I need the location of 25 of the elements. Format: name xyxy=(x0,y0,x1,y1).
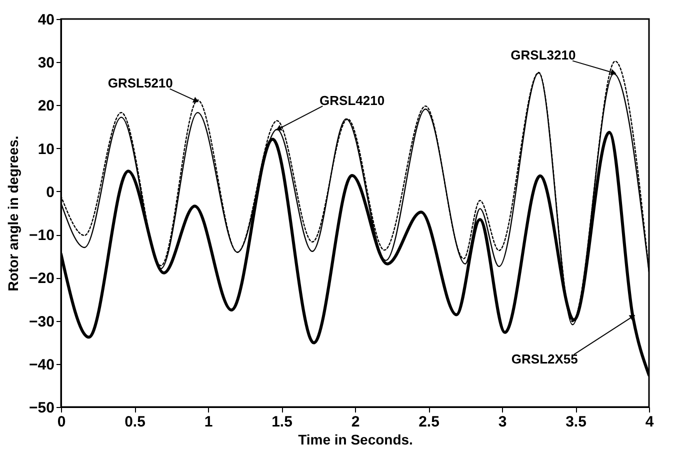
y-tick-label: 40 xyxy=(38,12,54,28)
y-tick-label: 20 xyxy=(38,98,54,115)
annotation: GRSL3210 xyxy=(510,48,576,63)
y-tick-label: −40 xyxy=(29,356,54,374)
x-tick-label: 3.5 xyxy=(566,414,586,430)
x-tick-label: 4 xyxy=(645,414,654,430)
y-tick-label: −50 xyxy=(29,400,54,416)
x-axis-title: Time in Seconds. xyxy=(298,432,413,448)
y-tick-label: −30 xyxy=(29,313,54,330)
y-tick-label: 10 xyxy=(38,140,54,158)
y-tick-label: −20 xyxy=(29,270,54,288)
x-tick-label: 3 xyxy=(498,414,507,430)
x-tick-label: 1.5 xyxy=(272,414,292,430)
y-tick-label: 30 xyxy=(38,54,54,72)
annotation: GRSL4210 xyxy=(320,92,385,108)
annotation: GRSL2X55 xyxy=(511,352,578,367)
y-tick-label: 0 xyxy=(46,184,54,201)
x-tick-label: 2.5 xyxy=(418,414,440,430)
x-tick-label: 1 xyxy=(204,414,213,430)
y-axis-title: Rotor angle in degrees. xyxy=(5,136,22,292)
annotation: GRSL5210 xyxy=(108,76,173,91)
x-tick-label: 0.5 xyxy=(124,414,146,430)
y-tick-label: −10 xyxy=(29,227,54,244)
x-tick-label: 0 xyxy=(57,414,66,430)
x-tick-label: 2 xyxy=(351,414,360,430)
